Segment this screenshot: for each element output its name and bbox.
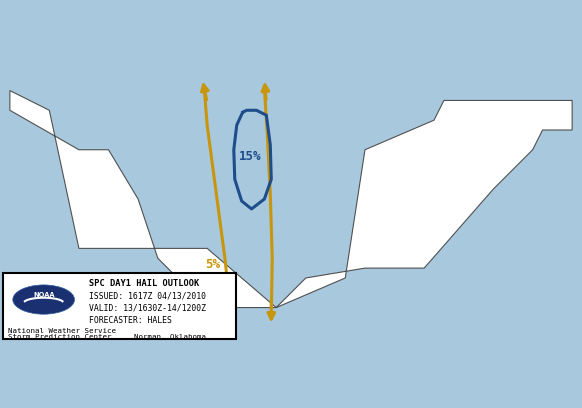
Text: National Weather Service: National Weather Service [8,328,116,334]
Text: ISSUED: 1617Z 04/13/2010: ISSUED: 1617Z 04/13/2010 [89,291,206,300]
Polygon shape [10,91,572,308]
Circle shape [13,285,74,314]
Text: 5%: 5% [205,258,220,271]
FancyBboxPatch shape [3,273,236,339]
Text: SPC DAY1 HAIL OUTLOOK: SPC DAY1 HAIL OUTLOOK [89,279,199,288]
Text: FORECASTER: HALES: FORECASTER: HALES [89,316,172,325]
Text: NOAA: NOAA [33,293,54,298]
Text: Storm Prediction Center     Norman, Oklahoma: Storm Prediction Center Norman, Oklahoma [8,334,205,340]
Text: VALID: 13/1630Z-14/1200Z: VALID: 13/1630Z-14/1200Z [89,304,206,313]
Text: 15%: 15% [239,150,261,163]
